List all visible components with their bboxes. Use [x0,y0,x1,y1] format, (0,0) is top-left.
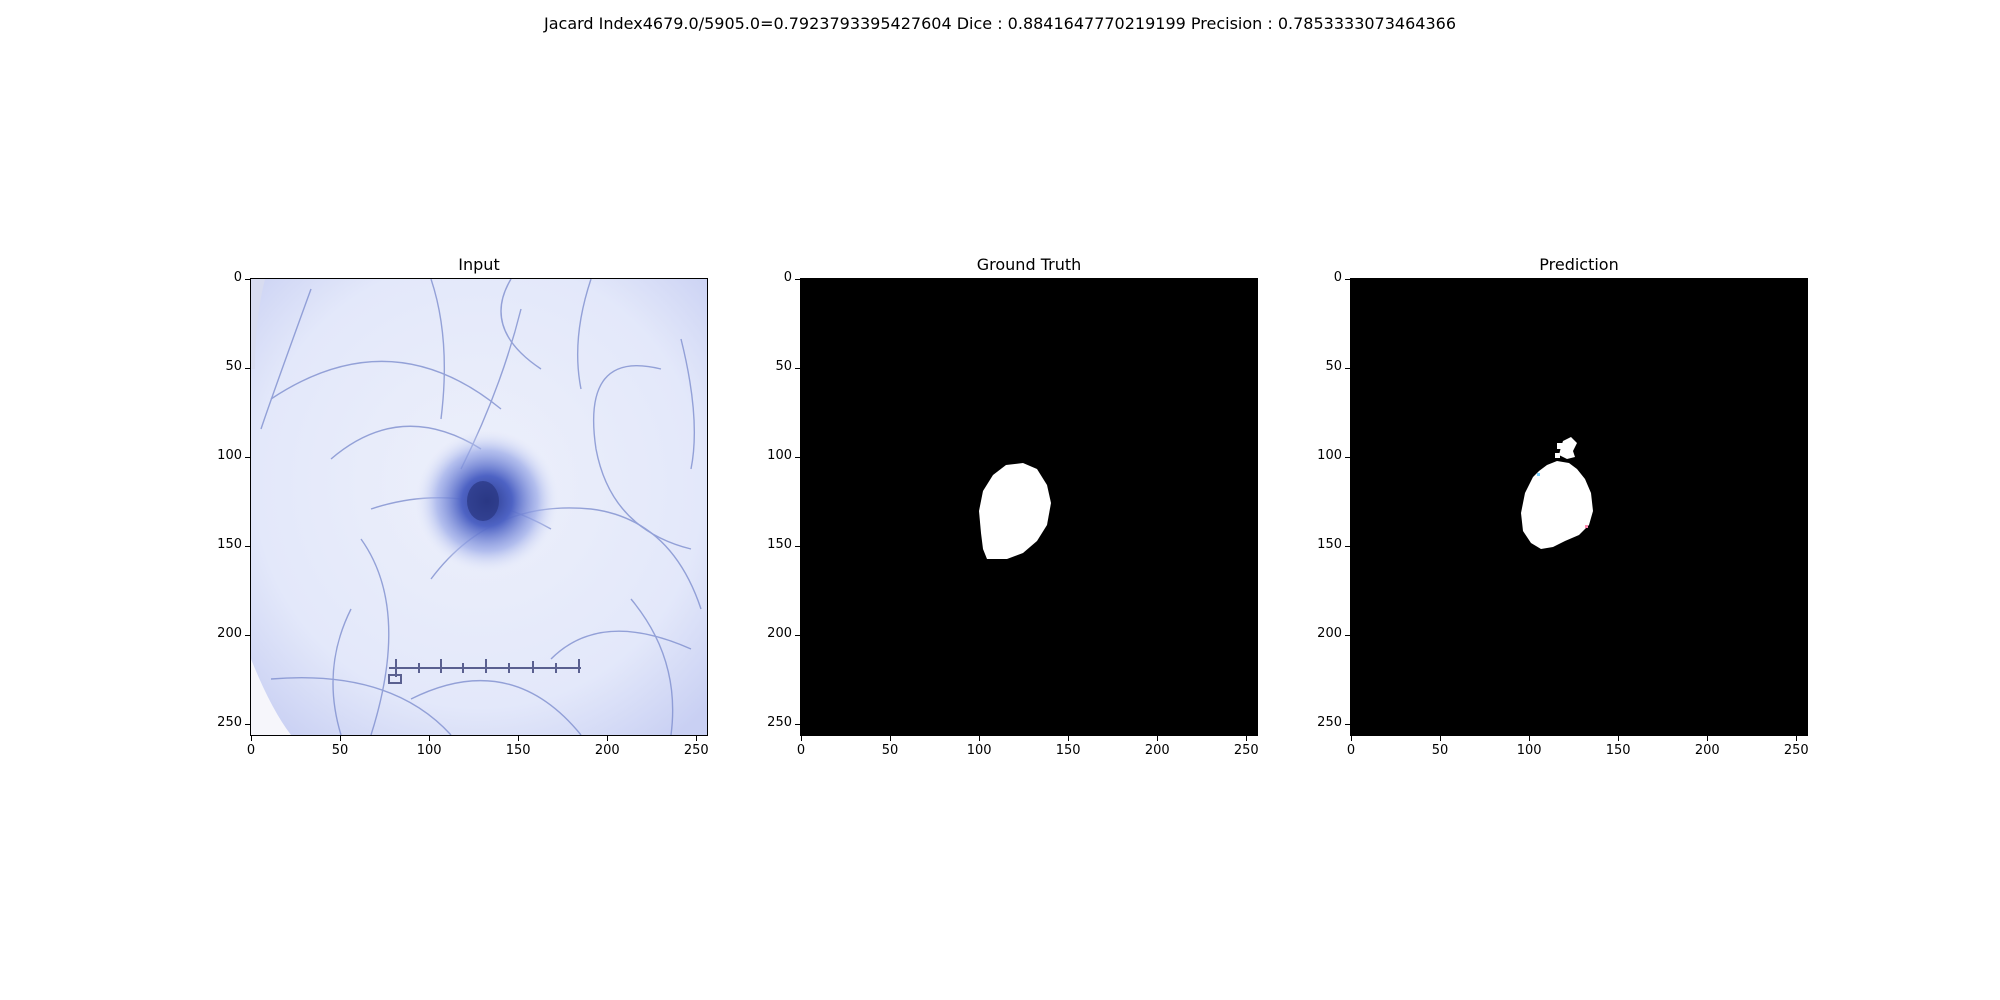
y-tick-label: 200 [217,626,242,642]
x-tick-label: 100 [1516,743,1542,758]
y-tick-label: 100 [1317,448,1342,464]
y-tick-mark [795,456,800,458]
x-tick-label: 0 [1346,743,1356,758]
y-tick-label: 150 [217,537,242,553]
x-tick-label: 0 [246,743,256,758]
x-tick-mark [339,736,341,741]
y-tick-label: 0 [1333,270,1342,285]
x-tick-mark [1156,736,1158,741]
input-image-axes [250,278,708,736]
panel-title-ground-truth: Ground Truth [976,255,1082,274]
y-tick-label: 0 [233,270,242,285]
x-tick-label: 200 [1144,743,1170,758]
dermoscopy-image [251,279,707,735]
x-tick-label: 100 [416,743,442,758]
prediction-axes [1350,278,1808,736]
x-tick-label: 200 [1694,743,1720,758]
y-tick-label: 250 [217,715,242,731]
panel-title-prediction: Prediction [1539,255,1619,274]
y-tick-mark [245,634,250,636]
y-tick-mark [1345,634,1350,636]
x-tick-mark [1617,736,1619,741]
panel-title-input: Input [458,255,500,274]
y-tick-label: 200 [767,626,792,642]
ground-truth-axes [800,278,1258,736]
x-tick-label: 150 [1605,743,1631,758]
y-tick-label: 150 [1317,537,1342,553]
x-tick-label: 200 [594,743,620,758]
x-tick-mark [1795,736,1797,741]
y-tick-mark [1345,367,1350,369]
y-tick-mark [245,723,250,725]
y-tick-label: 150 [767,537,792,553]
x-tick-label: 150 [1055,743,1081,758]
x-tick-mark [250,736,252,741]
prediction-mask [1351,279,1807,735]
y-tick-mark [795,367,800,369]
x-tick-mark [1439,736,1441,741]
x-tick-label: 250 [683,743,709,758]
y-tick-label: 250 [767,715,792,731]
figure-title: Jacard Index4679.0/5905.0=0.792379339542… [544,14,1456,33]
x-tick-label: 50 [331,743,349,758]
x-tick-mark [978,736,980,741]
y-tick-label: 0 [783,270,792,285]
y-tick-mark [795,278,800,280]
ground-truth-mask [801,279,1257,735]
y-tick-label: 100 [217,448,242,464]
y-tick-mark [245,278,250,280]
y-tick-mark [795,634,800,636]
y-tick-label: 200 [1317,626,1342,642]
y-tick-label: 50 [225,359,242,375]
y-tick-mark [245,545,250,547]
x-tick-label: 50 [881,743,899,758]
x-tick-mark [1706,736,1708,741]
y-tick-label: 100 [767,448,792,464]
y-tick-mark [1345,456,1350,458]
y-tick-mark [795,723,800,725]
x-tick-mark [800,736,802,741]
y-tick-mark [1345,723,1350,725]
x-tick-label: 250 [1783,743,1809,758]
x-tick-label: 150 [505,743,531,758]
y-tick-label: 50 [1325,359,1342,375]
y-tick-mark [245,456,250,458]
x-tick-mark [1528,736,1530,741]
x-tick-mark [695,736,697,741]
x-tick-mark [1067,736,1069,741]
y-tick-label: 50 [775,359,792,375]
x-tick-mark [428,736,430,741]
x-tick-mark [517,736,519,741]
y-tick-mark [1345,545,1350,547]
x-tick-mark [889,736,891,741]
x-tick-label: 250 [1233,743,1259,758]
x-tick-mark [606,736,608,741]
y-tick-mark [795,545,800,547]
x-tick-label: 0 [796,743,806,758]
x-tick-label: 100 [966,743,992,758]
y-tick-label: 250 [1317,715,1342,731]
x-tick-mark [1350,736,1352,741]
y-tick-mark [245,367,250,369]
y-tick-mark [1345,278,1350,280]
x-tick-mark [1245,736,1247,741]
x-tick-label: 50 [1431,743,1449,758]
